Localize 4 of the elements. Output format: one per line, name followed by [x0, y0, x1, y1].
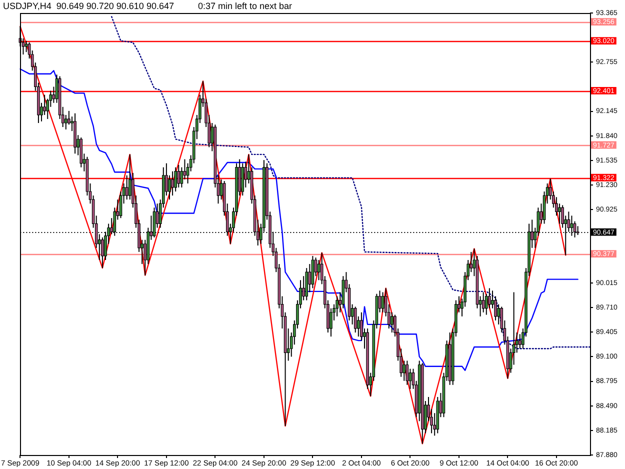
candlestick	[74, 112, 76, 154]
text: 0:37 min left to next bar	[198, 0, 292, 11]
line-series	[111, 16, 591, 350]
chart-title: USDJPY,H4 90.649 90.720 90.610 90.647	[3, 0, 174, 11]
